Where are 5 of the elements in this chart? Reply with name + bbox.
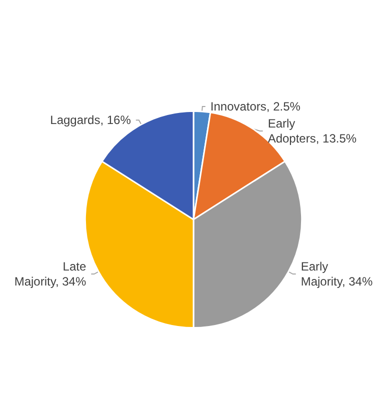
slice-label: Innovators, 2.5% [210,99,301,114]
slice-label: Early Adopters, 13.5% [268,116,357,146]
slice-label: Laggards, 16% [50,113,132,128]
slice-label: Early Majority, 34% [300,260,373,289]
slice-label: Late Majority, 34% [14,260,86,289]
